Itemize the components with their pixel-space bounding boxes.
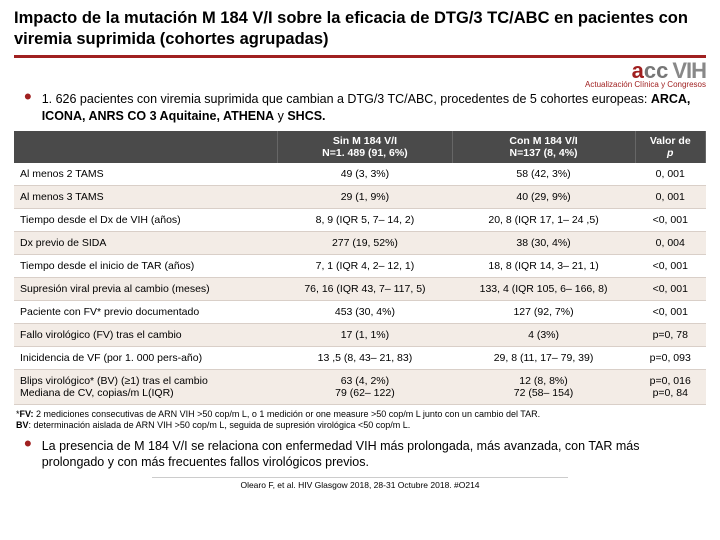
table-cell: Blips virológico* (BV) (≥1) tras el camb… bbox=[14, 370, 278, 405]
table-cell: 0, 004 bbox=[635, 232, 706, 255]
data-table: Sin M 184 V/IN=1. 489 (91, 6%) Con M 184… bbox=[14, 131, 706, 405]
table-row: Supresión viral previa al cambio (meses)… bbox=[14, 278, 706, 301]
table-cell: p=0, 093 bbox=[635, 347, 706, 370]
table-row: Al menos 3 TAMS29 (1, 9%)40 (29, 9%)0, 0… bbox=[14, 186, 706, 209]
table-row: Dx previo de SIDA277 (19, 52%)38 (30, 4%… bbox=[14, 232, 706, 255]
table-cell: <0, 001 bbox=[635, 255, 706, 278]
table-cell: 127 (92, 7%) bbox=[452, 301, 635, 324]
th-sin: Sin M 184 V/IN=1. 489 (91, 6%) bbox=[278, 131, 452, 163]
table-cell: 0, 001 bbox=[635, 186, 706, 209]
bullet-2-text: La presencia de M 184 V/I se relaciona c… bbox=[42, 438, 702, 472]
bullet-2: • La presencia de M 184 V/I se relaciona… bbox=[24, 438, 702, 472]
logo-subtitle: Actualización Clínica y Congresos bbox=[585, 80, 706, 89]
table-cell: Tiempo desde el inicio de TAR (años) bbox=[14, 255, 278, 278]
table-cell: <0, 001 bbox=[635, 209, 706, 232]
table-cell: 29 (1, 9%) bbox=[278, 186, 452, 209]
table-cell: 0, 001 bbox=[635, 163, 706, 186]
table-cell: p=0, 78 bbox=[635, 324, 706, 347]
table-cell: 18, 8 (IQR 14, 3– 21, 1) bbox=[452, 255, 635, 278]
table-cell: 29, 8 (11, 17– 79, 39) bbox=[452, 347, 635, 370]
table-row: Al menos 2 TAMS49 (3, 3%)58 (42, 3%)0, 0… bbox=[14, 163, 706, 186]
table-cell: Al menos 2 TAMS bbox=[14, 163, 278, 186]
table-cell: Al menos 3 TAMS bbox=[14, 186, 278, 209]
reference-citation: Olearo F, et al. HIV Glasgow 2018, 28-31… bbox=[152, 477, 567, 490]
slide-title: Impacto de la mutación M 184 V/I sobre l… bbox=[14, 8, 706, 49]
th-p: Valor dep bbox=[635, 131, 706, 163]
table-cell: Paciente con FV* previo documentado bbox=[14, 301, 278, 324]
table-cell: 20, 8 (IQR 17, 1– 24 ,5) bbox=[452, 209, 635, 232]
bullet-dot-icon: • bbox=[24, 438, 32, 472]
table-cell: 49 (3, 3%) bbox=[278, 163, 452, 186]
table-cell: 17 (1, 1%) bbox=[278, 324, 452, 347]
table-cell: 7, 1 (IQR 4, 2– 12, 1) bbox=[278, 255, 452, 278]
table-cell: Tiempo desde el Dx de VIH (años) bbox=[14, 209, 278, 232]
th-blank bbox=[14, 131, 278, 163]
table-cell: 38 (30, 4%) bbox=[452, 232, 635, 255]
table-cell: p=0, 016p=0, 84 bbox=[635, 370, 706, 405]
table-cell: Dx previo de SIDA bbox=[14, 232, 278, 255]
table-cell: 40 (29, 9%) bbox=[452, 186, 635, 209]
table-cell: <0, 001 bbox=[635, 301, 706, 324]
table-cell: 277 (19, 52%) bbox=[278, 232, 452, 255]
table-cell: <0, 001 bbox=[635, 278, 706, 301]
table-cell: 453 (30, 4%) bbox=[278, 301, 452, 324]
table-cell: 58 (42, 3%) bbox=[452, 163, 635, 186]
table-cell: 13 ,5 (8, 43– 21, 83) bbox=[278, 347, 452, 370]
bullet-1-text: 1. 626 pacientes con viremia suprimida q… bbox=[42, 91, 702, 125]
table-header-row: Sin M 184 V/IN=1. 489 (91, 6%) Con M 184… bbox=[14, 131, 706, 163]
table-cell: Fallo virológico (FV) tras el cambio bbox=[14, 324, 278, 347]
table-cell: 133, 4 (IQR 105, 6– 166, 8) bbox=[452, 278, 635, 301]
table-row: Tiempo desde el Dx de VIH (años)8, 9 (IQ… bbox=[14, 209, 706, 232]
table-cell: 63 (4, 2%)79 (62– 122) bbox=[278, 370, 452, 405]
table-row: Fallo virológico (FV) tras el cambio17 (… bbox=[14, 324, 706, 347]
bullet-1: • 1. 626 pacientes con viremia suprimida… bbox=[24, 91, 702, 125]
logo-container: acc VIH Actualización Clínica y Congreso… bbox=[14, 58, 706, 89]
table-cell: 4 (3%) bbox=[452, 324, 635, 347]
table-row: Paciente con FV* previo documentado453 (… bbox=[14, 301, 706, 324]
table-row: Inicidencia de VF (por 1. 000 pers-año)1… bbox=[14, 347, 706, 370]
table-cell: Supresión viral previa al cambio (meses) bbox=[14, 278, 278, 301]
table-cell: 76, 16 (IQR 43, 7– 117, 5) bbox=[278, 278, 452, 301]
table-footnote: *FV: 2 mediciones consecutivas de ARN VI… bbox=[16, 409, 704, 432]
table-cell: Inicidencia de VF (por 1. 000 pers-año) bbox=[14, 347, 278, 370]
table-cell: 8, 9 (IQR 5, 7– 14, 2) bbox=[278, 209, 452, 232]
bullet-dot-icon: • bbox=[24, 91, 32, 125]
table-row: Tiempo desde el inicio de TAR (años)7, 1… bbox=[14, 255, 706, 278]
th-con: Con M 184 V/IN=137 (8, 4%) bbox=[452, 131, 635, 163]
table-row: Blips virológico* (BV) (≥1) tras el camb… bbox=[14, 370, 706, 405]
table-cell: 12 (8, 8%)72 (58– 154) bbox=[452, 370, 635, 405]
